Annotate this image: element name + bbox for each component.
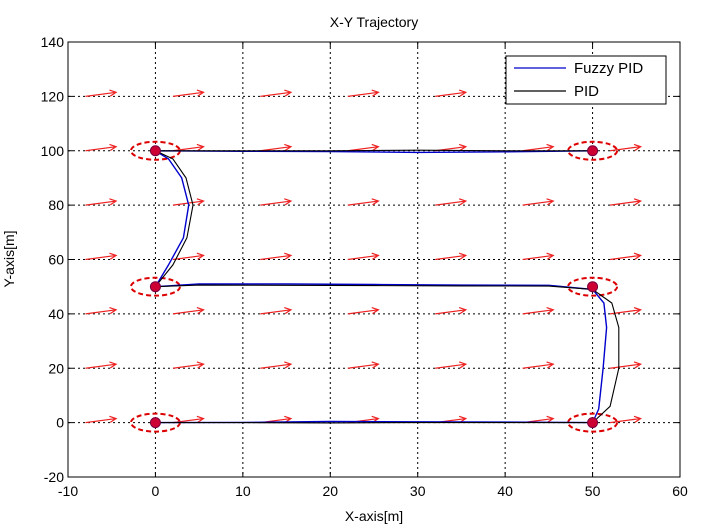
y-tick-label: 0 (56, 415, 64, 431)
flow-arrow (172, 89, 205, 97)
series-line-pid (154, 149, 620, 424)
waypoint-ring (567, 276, 619, 297)
flow-arrow (522, 198, 555, 206)
flow-arrow (260, 361, 293, 369)
waypoint-markers (149, 145, 599, 429)
x-tick-label: 60 (672, 483, 688, 499)
y-axis-title: Y-axis[m] (1, 230, 17, 287)
flow-arrow (172, 307, 205, 315)
chart-title: X-Y Trajectory (330, 14, 418, 30)
waypoint-marker (587, 417, 599, 429)
y-tick-label: 100 (41, 143, 65, 159)
flow-arrow (609, 361, 643, 369)
flow-arrow (609, 143, 643, 152)
flow-arrow (522, 143, 555, 152)
flow-arrow (85, 415, 118, 424)
flow-arrow (609, 198, 643, 206)
x-tick-label: 20 (322, 483, 338, 499)
legend-box (505, 55, 667, 105)
x-tick-label: 0 (152, 483, 160, 499)
flow-arrow (347, 143, 380, 152)
flow-arrow (85, 252, 118, 261)
flow-arrow (260, 307, 293, 315)
x-tick-label: 10 (235, 483, 251, 499)
flow-arrow (609, 415, 643, 424)
flow-arrow (85, 143, 118, 152)
waypoint-marker (587, 145, 599, 157)
flow-arrow (260, 89, 293, 97)
waypoint-marker (149, 281, 161, 293)
waypoint-ring (129, 276, 181, 297)
flow-arrow (435, 252, 468, 261)
flow-arrow (260, 198, 293, 206)
y-tick-label: 20 (48, 360, 64, 376)
y-tick-label: 80 (48, 197, 64, 213)
legend-label-pid: PID (574, 83, 599, 100)
y-tick-label: 140 (41, 34, 65, 50)
flow-arrow (85, 307, 118, 315)
y-tick-label: 120 (41, 88, 65, 104)
flow-arrow (435, 361, 468, 369)
waypoint-marker (149, 417, 161, 429)
flow-arrow (172, 361, 205, 369)
flow-arrow (85, 361, 118, 369)
flow-arrow (347, 361, 380, 369)
flow-arrow (260, 252, 293, 261)
y-tick-label: 60 (48, 252, 64, 268)
x-tick-label: -10 (58, 483, 78, 499)
flow-arrow (260, 143, 293, 152)
x-tick-label: 30 (410, 483, 426, 499)
x-axis-title: X-axis[m] (345, 508, 403, 524)
flow-arrow (172, 252, 205, 261)
flow-arrow (347, 252, 380, 261)
waypoint-ring (567, 412, 619, 433)
flow-arrow (347, 307, 380, 315)
flow-arrow (347, 89, 380, 97)
y-tick-label: 40 (48, 306, 64, 322)
flow-arrow (347, 198, 380, 206)
flow-arrow (85, 198, 118, 206)
legend-label-fuzzy-pid: Fuzzy PID (574, 60, 643, 77)
flow-arrow (522, 361, 555, 369)
legend: Fuzzy PID PID (505, 55, 667, 105)
waypoint-marker (587, 281, 599, 293)
flow-arrow (172, 143, 205, 152)
flow-arrow (85, 89, 118, 97)
axis-ticks: -10 0 10 20 30 40 50 60 -20 0 20 40 60 80 100 120 140 (41, 34, 688, 499)
x-tick-label: 40 (497, 483, 513, 499)
flow-arrow (435, 89, 468, 97)
waypoint-marker (149, 145, 161, 157)
y-tick-label: -20 (44, 469, 64, 485)
flow-arrow (435, 198, 468, 206)
trajectory-lines (152, 149, 620, 424)
flow-arrow (522, 307, 555, 315)
x-tick-label: 50 (585, 483, 601, 499)
flow-arrow (522, 252, 555, 261)
flow-arrow (435, 307, 468, 315)
flow-field-arrows (85, 89, 643, 424)
waypoint-ring (567, 140, 619, 161)
flow-arrow (609, 252, 643, 261)
